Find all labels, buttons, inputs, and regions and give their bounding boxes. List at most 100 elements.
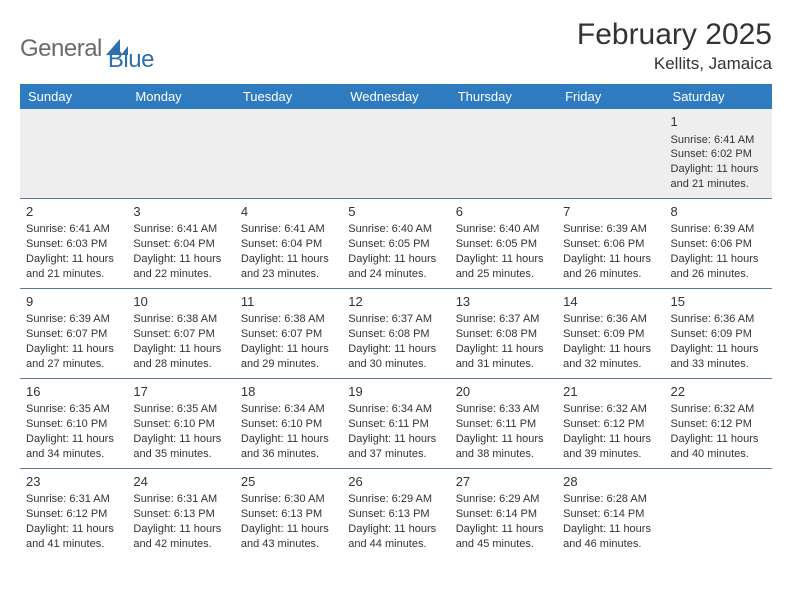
calendar-day-cell: 20Sunrise: 6:33 AMSunset: 6:11 PMDayligh…	[450, 378, 557, 468]
sunrise-text: Sunrise: 6:37 AM	[348, 312, 443, 327]
daylight2-text: and 38 minutes.	[456, 447, 551, 462]
sunset-text: Sunset: 6:02 PM	[671, 147, 766, 162]
calendar-day-cell: 15Sunrise: 6:36 AMSunset: 6:09 PMDayligh…	[665, 288, 772, 378]
daylight2-text: and 26 minutes.	[563, 267, 658, 282]
calendar-header-row: Sunday Monday Tuesday Wednesday Thursday…	[20, 84, 772, 109]
sunset-text: Sunset: 6:05 PM	[348, 237, 443, 252]
sunrise-text: Sunrise: 6:34 AM	[348, 402, 443, 417]
calendar-day-cell: 23Sunrise: 6:31 AMSunset: 6:12 PMDayligh…	[20, 468, 127, 557]
title-block: February 2025 Kellits, Jamaica	[577, 18, 772, 74]
day-number: 6	[456, 203, 551, 221]
calendar-day-cell: 24Sunrise: 6:31 AMSunset: 6:13 PMDayligh…	[127, 468, 234, 557]
calendar-page: General Blue February 2025 Kellits, Jama…	[0, 0, 792, 612]
calendar-day-cell: 18Sunrise: 6:34 AMSunset: 6:10 PMDayligh…	[235, 378, 342, 468]
day-number: 2	[26, 203, 121, 221]
daylight2-text: and 45 minutes.	[456, 537, 551, 552]
sunset-text: Sunset: 6:05 PM	[456, 237, 551, 252]
sunrise-text: Sunrise: 6:41 AM	[241, 222, 336, 237]
sunset-text: Sunset: 6:07 PM	[133, 327, 228, 342]
day-number: 9	[26, 293, 121, 311]
calendar-day-cell: 27Sunrise: 6:29 AMSunset: 6:14 PMDayligh…	[450, 468, 557, 557]
daylight2-text: and 34 minutes.	[26, 447, 121, 462]
daylight1-text: Daylight: 11 hours	[456, 432, 551, 447]
sunset-text: Sunset: 6:14 PM	[456, 507, 551, 522]
calendar-day-cell	[450, 109, 557, 198]
daylight2-text: and 29 minutes.	[241, 357, 336, 372]
calendar-day-cell: 21Sunrise: 6:32 AMSunset: 6:12 PMDayligh…	[557, 378, 664, 468]
sunset-text: Sunset: 6:03 PM	[26, 237, 121, 252]
calendar-day-cell: 26Sunrise: 6:29 AMSunset: 6:13 PMDayligh…	[342, 468, 449, 557]
weekday-heading: Wednesday	[342, 84, 449, 109]
sunrise-text: Sunrise: 6:28 AM	[563, 492, 658, 507]
daylight1-text: Daylight: 11 hours	[456, 522, 551, 537]
sunset-text: Sunset: 6:12 PM	[671, 417, 766, 432]
daylight2-text: and 44 minutes.	[348, 537, 443, 552]
sunrise-text: Sunrise: 6:32 AM	[671, 402, 766, 417]
sunrise-text: Sunrise: 6:36 AM	[563, 312, 658, 327]
page-header: General Blue February 2025 Kellits, Jama…	[20, 18, 772, 74]
daylight2-text: and 30 minutes.	[348, 357, 443, 372]
daylight1-text: Daylight: 11 hours	[241, 252, 336, 267]
calendar-day-cell: 7Sunrise: 6:39 AMSunset: 6:06 PMDaylight…	[557, 198, 664, 288]
day-number: 19	[348, 383, 443, 401]
sunset-text: Sunset: 6:04 PM	[241, 237, 336, 252]
daylight1-text: Daylight: 11 hours	[456, 252, 551, 267]
daylight1-text: Daylight: 11 hours	[26, 252, 121, 267]
month-title: February 2025	[577, 18, 772, 52]
logo: General Blue	[20, 18, 154, 74]
day-number: 27	[456, 473, 551, 491]
sunset-text: Sunset: 6:06 PM	[563, 237, 658, 252]
daylight2-text: and 39 minutes.	[563, 447, 658, 462]
daylight1-text: Daylight: 11 hours	[563, 522, 658, 537]
day-number: 3	[133, 203, 228, 221]
sunset-text: Sunset: 6:12 PM	[26, 507, 121, 522]
calendar-day-cell: 16Sunrise: 6:35 AMSunset: 6:10 PMDayligh…	[20, 378, 127, 468]
weekday-heading: Friday	[557, 84, 664, 109]
weekday-heading: Monday	[127, 84, 234, 109]
daylight1-text: Daylight: 11 hours	[671, 162, 766, 177]
daylight1-text: Daylight: 11 hours	[348, 522, 443, 537]
daylight2-text: and 43 minutes.	[241, 537, 336, 552]
calendar-day-cell: 3Sunrise: 6:41 AMSunset: 6:04 PMDaylight…	[127, 198, 234, 288]
sunrise-text: Sunrise: 6:38 AM	[241, 312, 336, 327]
daylight2-text: and 33 minutes.	[671, 357, 766, 372]
day-number: 15	[671, 293, 766, 311]
daylight1-text: Daylight: 11 hours	[671, 342, 766, 357]
sunrise-text: Sunrise: 6:39 AM	[671, 222, 766, 237]
sunset-text: Sunset: 6:12 PM	[563, 417, 658, 432]
calendar-day-cell: 13Sunrise: 6:37 AMSunset: 6:08 PMDayligh…	[450, 288, 557, 378]
calendar-day-cell: 5Sunrise: 6:40 AMSunset: 6:05 PMDaylight…	[342, 198, 449, 288]
day-number: 5	[348, 203, 443, 221]
sunrise-text: Sunrise: 6:33 AM	[456, 402, 551, 417]
calendar-day-cell	[20, 109, 127, 198]
day-number: 7	[563, 203, 658, 221]
calendar-day-cell: 11Sunrise: 6:38 AMSunset: 6:07 PMDayligh…	[235, 288, 342, 378]
day-number: 13	[456, 293, 551, 311]
sunrise-text: Sunrise: 6:31 AM	[133, 492, 228, 507]
daylight1-text: Daylight: 11 hours	[133, 252, 228, 267]
sunset-text: Sunset: 6:08 PM	[456, 327, 551, 342]
sunrise-text: Sunrise: 6:40 AM	[456, 222, 551, 237]
day-number: 17	[133, 383, 228, 401]
sunrise-text: Sunrise: 6:29 AM	[348, 492, 443, 507]
daylight1-text: Daylight: 11 hours	[133, 522, 228, 537]
sunrise-text: Sunrise: 6:35 AM	[26, 402, 121, 417]
calendar-body: 1Sunrise: 6:41 AMSunset: 6:02 PMDaylight…	[20, 109, 772, 558]
sunset-text: Sunset: 6:13 PM	[241, 507, 336, 522]
daylight2-text: and 24 minutes.	[348, 267, 443, 282]
daylight2-text: and 41 minutes.	[26, 537, 121, 552]
sunrise-text: Sunrise: 6:32 AM	[563, 402, 658, 417]
daylight2-text: and 37 minutes.	[348, 447, 443, 462]
daylight2-text: and 26 minutes.	[671, 267, 766, 282]
weekday-heading: Tuesday	[235, 84, 342, 109]
daylight2-text: and 23 minutes.	[241, 267, 336, 282]
day-number: 14	[563, 293, 658, 311]
daylight2-text: and 21 minutes.	[671, 177, 766, 192]
weekday-heading: Thursday	[450, 84, 557, 109]
daylight1-text: Daylight: 11 hours	[26, 342, 121, 357]
calendar-week-row: 2Sunrise: 6:41 AMSunset: 6:03 PMDaylight…	[20, 198, 772, 288]
location-label: Kellits, Jamaica	[577, 54, 772, 74]
daylight1-text: Daylight: 11 hours	[241, 432, 336, 447]
calendar-week-row: 23Sunrise: 6:31 AMSunset: 6:12 PMDayligh…	[20, 468, 772, 557]
calendar-day-cell: 10Sunrise: 6:38 AMSunset: 6:07 PMDayligh…	[127, 288, 234, 378]
